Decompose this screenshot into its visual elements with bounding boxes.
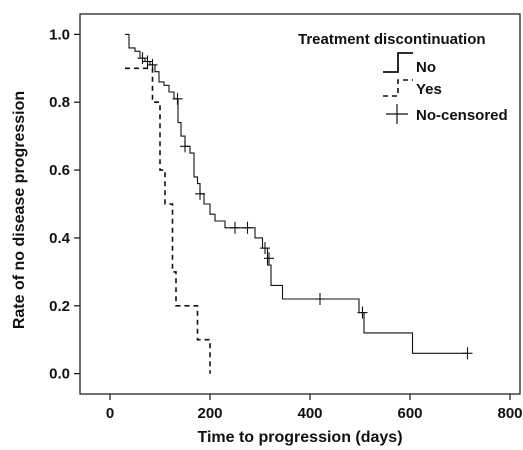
legend-label-censored: No-censored xyxy=(416,107,508,124)
legend: Treatment discontinuation No Yes No-cens… xyxy=(298,31,508,124)
x-axis-title: Time to progression (days) xyxy=(197,429,402,446)
censored-marker xyxy=(180,140,190,153)
x-axis-ticks: 0 200 400 600 800 xyxy=(106,394,523,422)
censored-marker xyxy=(264,252,274,265)
censored-marker xyxy=(462,347,473,360)
y-tick-label: 0.0 xyxy=(49,366,70,383)
x-tick-label: 0 xyxy=(106,405,114,422)
censored-marker xyxy=(137,52,148,65)
y-tick-label: 1.0 xyxy=(49,26,70,43)
series-line-yes xyxy=(125,67,211,374)
legend-swatch-no xyxy=(383,52,413,73)
x-tick-label: 200 xyxy=(197,405,222,422)
censored-marker xyxy=(260,242,270,255)
censored-marker xyxy=(230,221,240,234)
series-layer xyxy=(125,33,473,374)
censored-marker xyxy=(142,55,153,68)
legend-swatch-censored xyxy=(386,104,408,124)
y-axis-title: Rate of no disease progression xyxy=(11,91,28,329)
censored-marker xyxy=(242,221,253,234)
censored-marker xyxy=(357,306,368,319)
y-axis-ticks: 0.0 0.2 0.4 0.6 0.8 1.0 xyxy=(49,26,80,383)
x-tick-label: 800 xyxy=(497,405,522,422)
censored-marker xyxy=(172,92,183,105)
y-tick-label: 0.6 xyxy=(49,162,70,179)
x-tick-label: 600 xyxy=(397,405,422,422)
censored-marker xyxy=(147,58,158,71)
y-tick-label: 0.8 xyxy=(49,94,70,111)
legend-title: Treatment discontinuation xyxy=(298,31,486,48)
censored-marker xyxy=(195,187,205,200)
plot-frame xyxy=(79,13,521,395)
censored-marker xyxy=(315,293,325,305)
legend-swatch-yes xyxy=(383,79,413,97)
legend-label-no: No xyxy=(416,59,436,76)
y-tick-label: 0.2 xyxy=(49,298,70,315)
legend-label-yes: Yes xyxy=(416,81,442,98)
x-tick-label: 400 xyxy=(297,405,322,422)
y-tick-label: 0.4 xyxy=(49,230,71,247)
